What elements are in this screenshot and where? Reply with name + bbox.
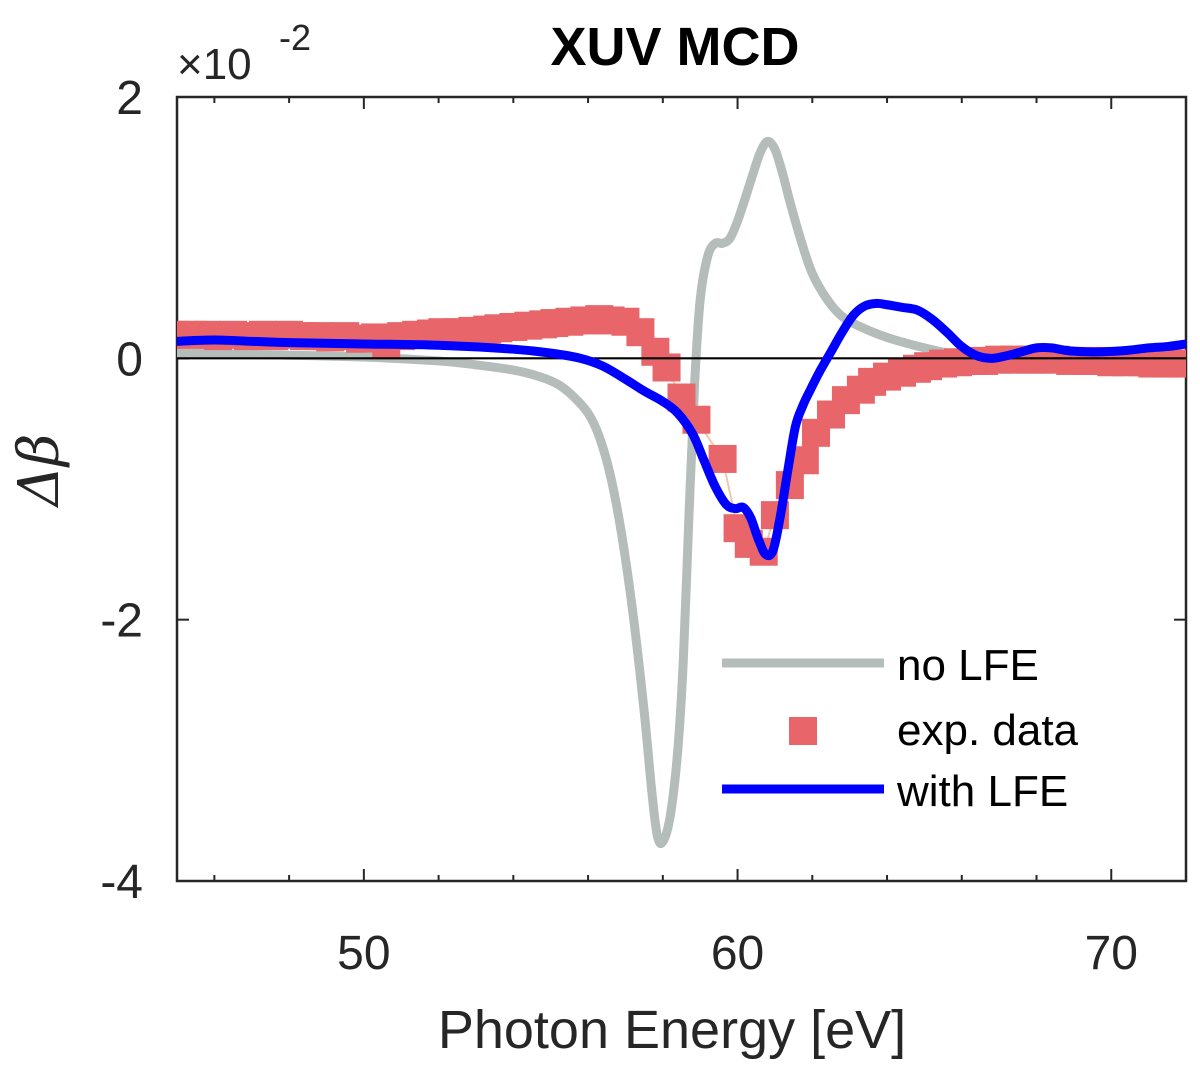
x-tick-label: 70 [1085,927,1138,980]
legend-label-with-lfe: with LFE [896,767,1068,816]
exp-data-point [708,444,737,473]
legend-item-no-lfe: no LFE [722,641,1039,690]
line-no-lfe [177,136,1004,848]
y-tick-label: 2 [116,72,143,125]
legend-label-no-lfe: no LFE [897,641,1039,690]
series-no-lfe [177,136,1004,848]
legend-item-exp-data: exp. data [789,706,1079,755]
legend-label-exp-data: exp. data [897,706,1079,755]
tick-labels: 50 60 70 2 0 -2 -4 [100,72,1138,980]
y-tick-label: 0 [116,333,143,386]
y-tick-label: -2 [100,595,143,648]
x-tick-label: 50 [337,927,390,980]
exp-data-point [1168,349,1186,378]
y-tick-label: -4 [100,856,143,909]
series-exp-data [177,305,1186,566]
x-tick-label: 60 [711,927,764,980]
axis-ticks [177,96,1187,882]
legend-swatch-exp-data [789,717,817,745]
legend-item-with-lfe: with LFE [722,767,1068,816]
series-with-lfe [177,298,1186,561]
x-axis-label: Photon Energy [eV] [438,1000,906,1060]
y-axis-label: Δβ [7,434,72,509]
plot-frame [175,95,1188,883]
y-multiplier: ×10 -2 [177,17,311,89]
chart-title: XUV MCD [550,17,799,77]
line-with-lfe [177,298,1186,561]
y-multiplier-base: ×10 [177,40,252,89]
y-multiplier-exponent: -2 [279,17,311,58]
legend: no LFE exp. data with LFE [722,641,1079,816]
